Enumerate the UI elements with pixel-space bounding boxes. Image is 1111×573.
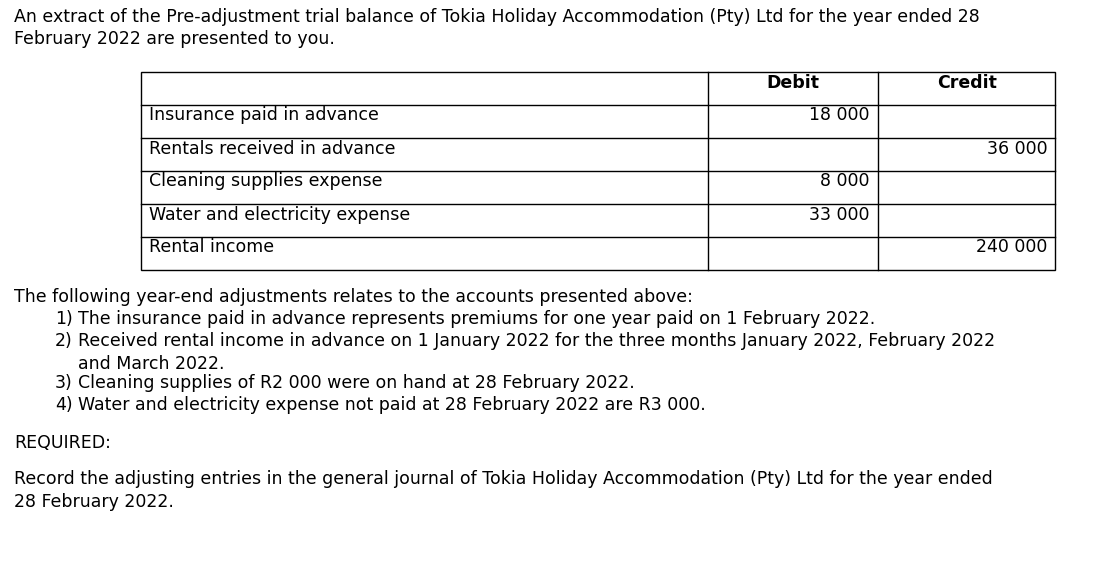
Text: 18 000: 18 000 <box>809 107 870 124</box>
Text: Record the adjusting entries in the general journal of Tokia Holiday Accommodati: Record the adjusting entries in the gene… <box>14 470 993 511</box>
Text: 1): 1) <box>56 310 72 328</box>
Text: Credit: Credit <box>937 73 997 92</box>
Text: 8 000: 8 000 <box>820 172 870 190</box>
Text: The following year-end adjustments relates to the accounts presented above:: The following year-end adjustments relat… <box>14 288 693 306</box>
Text: 2): 2) <box>56 332 72 350</box>
Bar <box>141 72 1055 270</box>
Text: Water and electricity expense not paid at 28 February 2022 are R3 000.: Water and electricity expense not paid a… <box>78 396 705 414</box>
Text: An extract of the Pre-adjustment trial balance of Tokia Holiday Accommodation (P: An extract of the Pre-adjustment trial b… <box>14 8 980 26</box>
Text: 240 000: 240 000 <box>977 238 1048 257</box>
Text: Insurance paid in advance: Insurance paid in advance <box>149 107 379 124</box>
Text: Rentals received in advance: Rentals received in advance <box>149 139 396 158</box>
Text: February 2022 are presented to you.: February 2022 are presented to you. <box>14 30 334 48</box>
Text: 36 000: 36 000 <box>987 139 1048 158</box>
Text: Received rental income in advance on 1 January 2022 for the three months January: Received rental income in advance on 1 J… <box>78 332 995 373</box>
Text: 4): 4) <box>56 396 72 414</box>
Text: Water and electricity expense: Water and electricity expense <box>149 206 410 223</box>
Text: 33 000: 33 000 <box>809 206 870 223</box>
Text: REQUIRED:: REQUIRED: <box>14 434 111 452</box>
Text: The insurance paid in advance represents premiums for one year paid on 1 Februar: The insurance paid in advance represents… <box>78 310 875 328</box>
Text: Cleaning supplies of R2 000 were on hand at 28 February 2022.: Cleaning supplies of R2 000 were on hand… <box>78 374 634 392</box>
Text: 3): 3) <box>56 374 72 392</box>
Text: Cleaning supplies expense: Cleaning supplies expense <box>149 172 382 190</box>
Text: Debit: Debit <box>767 73 819 92</box>
Text: Rental income: Rental income <box>149 238 274 257</box>
